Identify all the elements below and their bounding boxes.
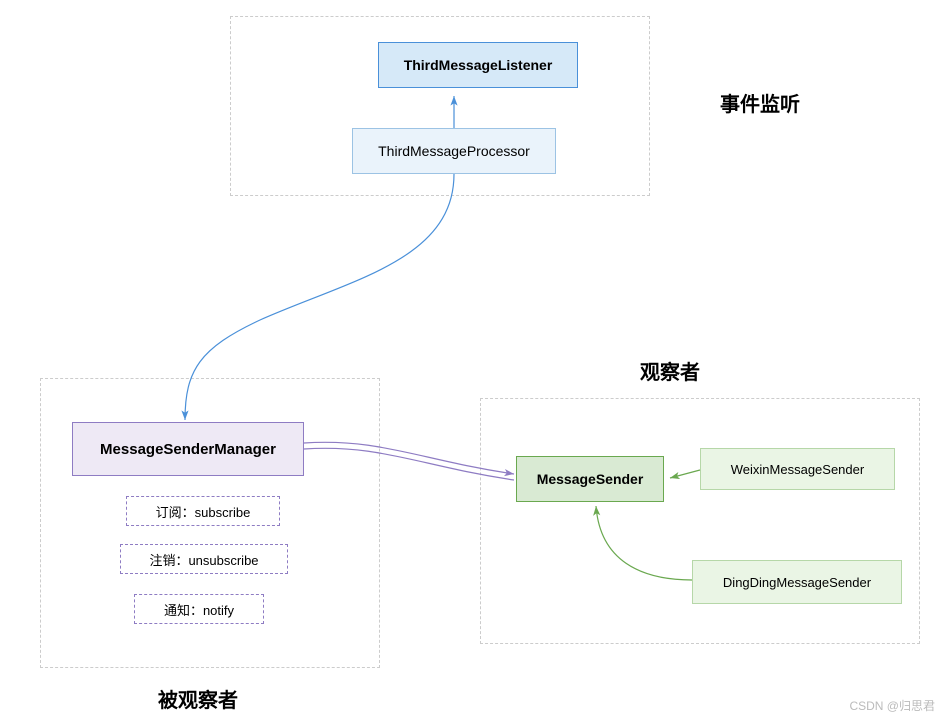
node-text: ThirdMessageProcessor [378, 143, 530, 159]
label-event-listener: 事件监听 [720, 88, 800, 117]
node-dingding-sender: DingDingMessageSender [692, 560, 902, 604]
label-observed: 被观察者 [158, 684, 238, 713]
node-weixin-sender: WeixinMessageSender [700, 448, 895, 490]
node-message-sender: MessageSender [516, 456, 664, 502]
node-notify: 通知：notify [134, 594, 264, 624]
node-text: MessageSenderManager [100, 441, 276, 458]
node-message-sender-manager: MessageSenderManager [72, 422, 304, 476]
node-text: ThirdMessageListener [404, 57, 553, 73]
node-text: 通知：notify [164, 600, 234, 619]
node-text: MessageSender [537, 471, 644, 487]
watermark: CSDN @归思君 [849, 697, 935, 714]
node-text: WeixinMessageSender [731, 462, 864, 477]
node-text: DingDingMessageSender [723, 575, 871, 590]
node-subscribe: 订阅：subscribe [126, 496, 280, 526]
group-observer [480, 398, 920, 644]
node-text: 订阅：subscribe [156, 502, 251, 521]
node-unsubscribe: 注销：unsubscribe [120, 544, 288, 574]
label-observer: 观察者 [640, 356, 700, 385]
node-third-processor: ThirdMessageProcessor [352, 128, 556, 174]
node-third-listener: ThirdMessageListener [378, 42, 578, 88]
node-text: 注销：unsubscribe [149, 550, 258, 569]
